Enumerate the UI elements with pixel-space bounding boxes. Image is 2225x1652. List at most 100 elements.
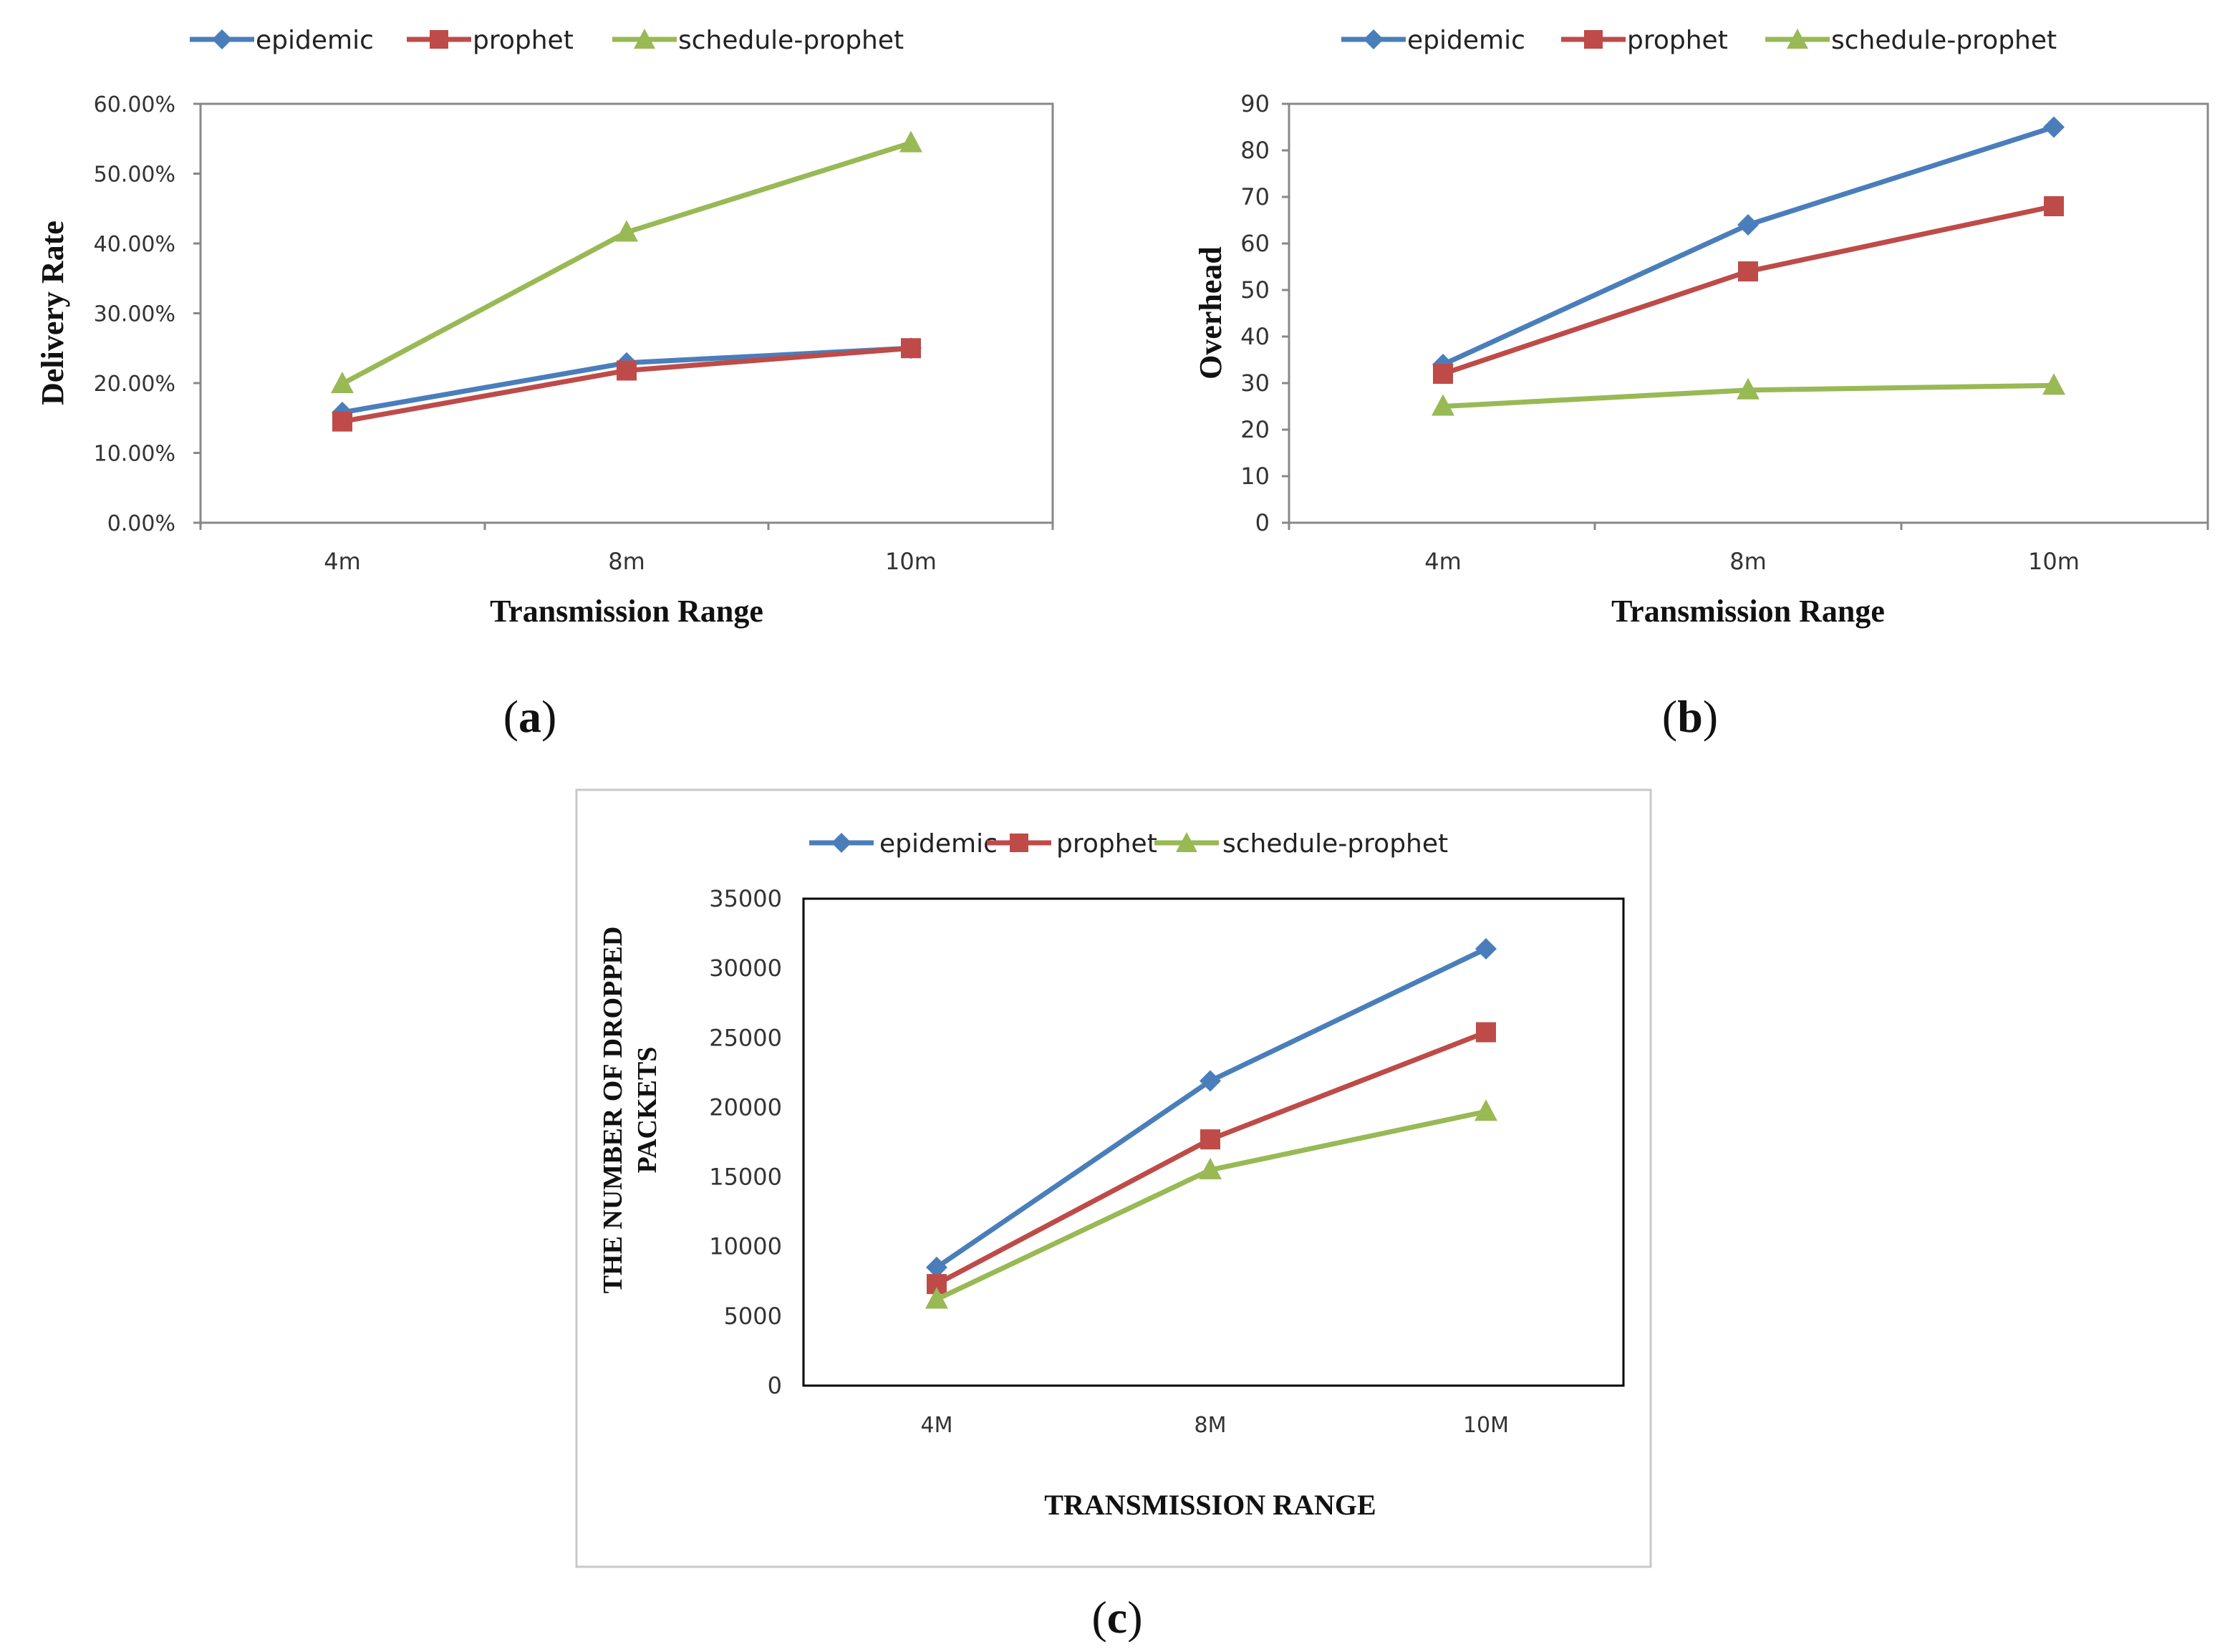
data-point-prophet-8m <box>617 360 637 381</box>
series-layer <box>1432 116 2065 416</box>
series-layer <box>331 130 922 432</box>
panel-label-c: (c) <box>1091 1592 1142 1643</box>
x-tick-label: 10M <box>1463 1413 1509 1438</box>
data-point-schedule-prophet-4m <box>1432 394 1454 416</box>
y-tick-label: 0 <box>1255 509 1270 536</box>
legend: epidemic prophet schedule-prophet <box>190 26 904 55</box>
y-axis: 0.00% 10.00% 20.00% 30.00% 40.00% 50.00% 60.00… <box>94 92 201 536</box>
x-tick-label: 4m <box>324 548 361 575</box>
data-point-schedule-prophet-10m <box>1475 1099 1497 1121</box>
data-point-schedule-prophet-10m <box>899 130 922 153</box>
legend-marker-schedule-prophet <box>1787 29 1808 49</box>
legend-label-epidemic: epidemic <box>256 26 374 55</box>
legend-label-schedule-prophet: schedule-prophet <box>678 26 904 55</box>
y-tick-label: 30.00% <box>94 302 175 327</box>
y-tick-label: 80 <box>1240 137 1270 164</box>
legend: epidemic prophet schedule-prophet <box>1341 26 2057 55</box>
data-point-schedule-prophet-10m <box>2042 373 2065 395</box>
plot-area <box>1288 102 2209 524</box>
legend-item-prophet: prophet <box>1561 26 1728 55</box>
y-tick-label: 10000 <box>709 1233 782 1260</box>
panel-letter-a: a <box>518 691 541 742</box>
y-tick-label: 25000 <box>709 1024 782 1051</box>
legend-marker-schedule-prophet <box>1176 832 1197 852</box>
y-tick-label: 60 <box>1240 230 1270 257</box>
legend-marker-epidemic <box>1364 29 1384 49</box>
chart-overhead: epidemic prophet schedule-prophet 0 10 20 3… <box>1193 26 2209 742</box>
y-axis-label-line-2: PACKETS <box>632 1047 662 1174</box>
data-point-prophet-10m <box>901 338 921 359</box>
legend-marker-epidemic <box>831 833 851 853</box>
y-tick-label: 20 <box>1240 416 1270 443</box>
legend-item-prophet: prophet <box>987 829 1157 859</box>
y-tick-label: 0 <box>768 1372 782 1399</box>
y-tick-label: 70 <box>1240 183 1270 211</box>
legend-marker-prophet <box>1010 834 1028 852</box>
series-line-epidemic <box>1442 125 2055 367</box>
y-tick-label: 35000 <box>709 885 782 912</box>
y-axis: 0 10 20 30 40 50 60 70 80 90 <box>1240 90 1289 536</box>
y-tick-label: 40 <box>1240 323 1270 350</box>
y-tick-label: 90 <box>1240 90 1270 117</box>
x-tick-label: 10m <box>885 548 937 575</box>
chart-delivery-rate: epidemic prophet schedule-prophet 0.00% 1… <box>35 26 1054 742</box>
chart-dropped-packets: epidemic prophet schedule-prophet 0 5000 1… <box>575 788 1652 1643</box>
y-tick-label: 50 <box>1240 276 1270 304</box>
y-tick-label: 60.00% <box>94 92 175 117</box>
legend-label-epidemic: epidemic <box>1407 26 1525 55</box>
legend-item-schedule-prophet: schedule-prophet <box>612 26 904 55</box>
x-axis: 4M 8M 10M <box>921 1413 1510 1438</box>
data-point-schedule-prophet-4m <box>331 371 354 393</box>
legend-item-schedule-prophet: schedule-prophet <box>1154 829 1448 859</box>
legend-label-prophet: prophet <box>1056 829 1157 859</box>
data-point-epidemic-10m <box>1475 937 1497 960</box>
x-axis-label: TRANSMISSION RANGE <box>1044 1489 1376 1521</box>
panel-label-a: (a) <box>503 691 557 742</box>
legend-label-prophet: prophet <box>1627 26 1728 55</box>
y-tick-label: 20000 <box>709 1093 782 1121</box>
legend-label-epidemic: epidemic <box>879 829 998 859</box>
series-line-epidemic <box>935 946 1487 1270</box>
y-axis-label: Delivery Rate <box>35 221 70 405</box>
y-tick-label: 10 <box>1240 463 1270 490</box>
y-axis: 0 5000 10000 15000 20000 25000 30000 35000 <box>709 885 782 1399</box>
y-tick-label: 10.00% <box>94 442 175 467</box>
legend-marker-prophet <box>1584 30 1603 49</box>
chart-border <box>575 788 1652 1568</box>
y-axis-label-line-1: THE NUMBER OF DROPPED <box>598 927 628 1294</box>
legend-label-prophet: prophet <box>473 26 574 55</box>
plot-area <box>802 897 1625 1387</box>
x-axis: 4m 8m 10m <box>1288 523 2209 575</box>
data-point-prophet-8m <box>1200 1129 1220 1150</box>
legend-item-epidemic: epidemic <box>809 829 998 859</box>
series-layer <box>925 937 1497 1309</box>
x-axis-label: Transmission Range <box>1611 594 1885 629</box>
x-tick-label: 10m <box>2028 548 2080 575</box>
data-point-prophet-8m <box>1738 261 1758 281</box>
data-point-prophet-10m <box>2044 196 2064 216</box>
data-point-epidemic-10m <box>2043 116 2065 138</box>
data-point-schedule-prophet-8m <box>1199 1157 1222 1179</box>
x-tick-label: 4m <box>1424 548 1462 575</box>
y-tick-label: 40.00% <box>94 232 175 257</box>
data-point-prophet-4m <box>332 411 352 432</box>
y-tick-label: 30 <box>1240 369 1270 397</box>
y-tick-label: 0.00% <box>107 511 175 536</box>
y-tick-label: 5000 <box>724 1303 782 1330</box>
x-axis: 4m 8m 10m <box>199 523 1054 575</box>
series-line-prophet <box>935 1030 1487 1287</box>
legend-label-schedule-prophet: schedule-prophet <box>1222 829 1448 859</box>
x-tick-label: 8M <box>1194 1413 1227 1438</box>
y-axis-label: Overhead <box>1193 246 1228 380</box>
y-tick-label: 30000 <box>709 955 782 982</box>
legend-marker-epidemic <box>212 29 232 49</box>
y-tick-label: 50.00% <box>94 163 175 188</box>
plot-area <box>199 102 1054 524</box>
y-tick-label: 15000 <box>709 1164 782 1191</box>
panel-label-b: (b) <box>1662 691 1718 742</box>
legend-marker-schedule-prophet <box>634 29 655 49</box>
data-point-prophet-10m <box>1476 1022 1496 1043</box>
legend-item-schedule-prophet: schedule-prophet <box>1765 26 2057 55</box>
data-point-prophet-4m <box>1433 364 1453 384</box>
